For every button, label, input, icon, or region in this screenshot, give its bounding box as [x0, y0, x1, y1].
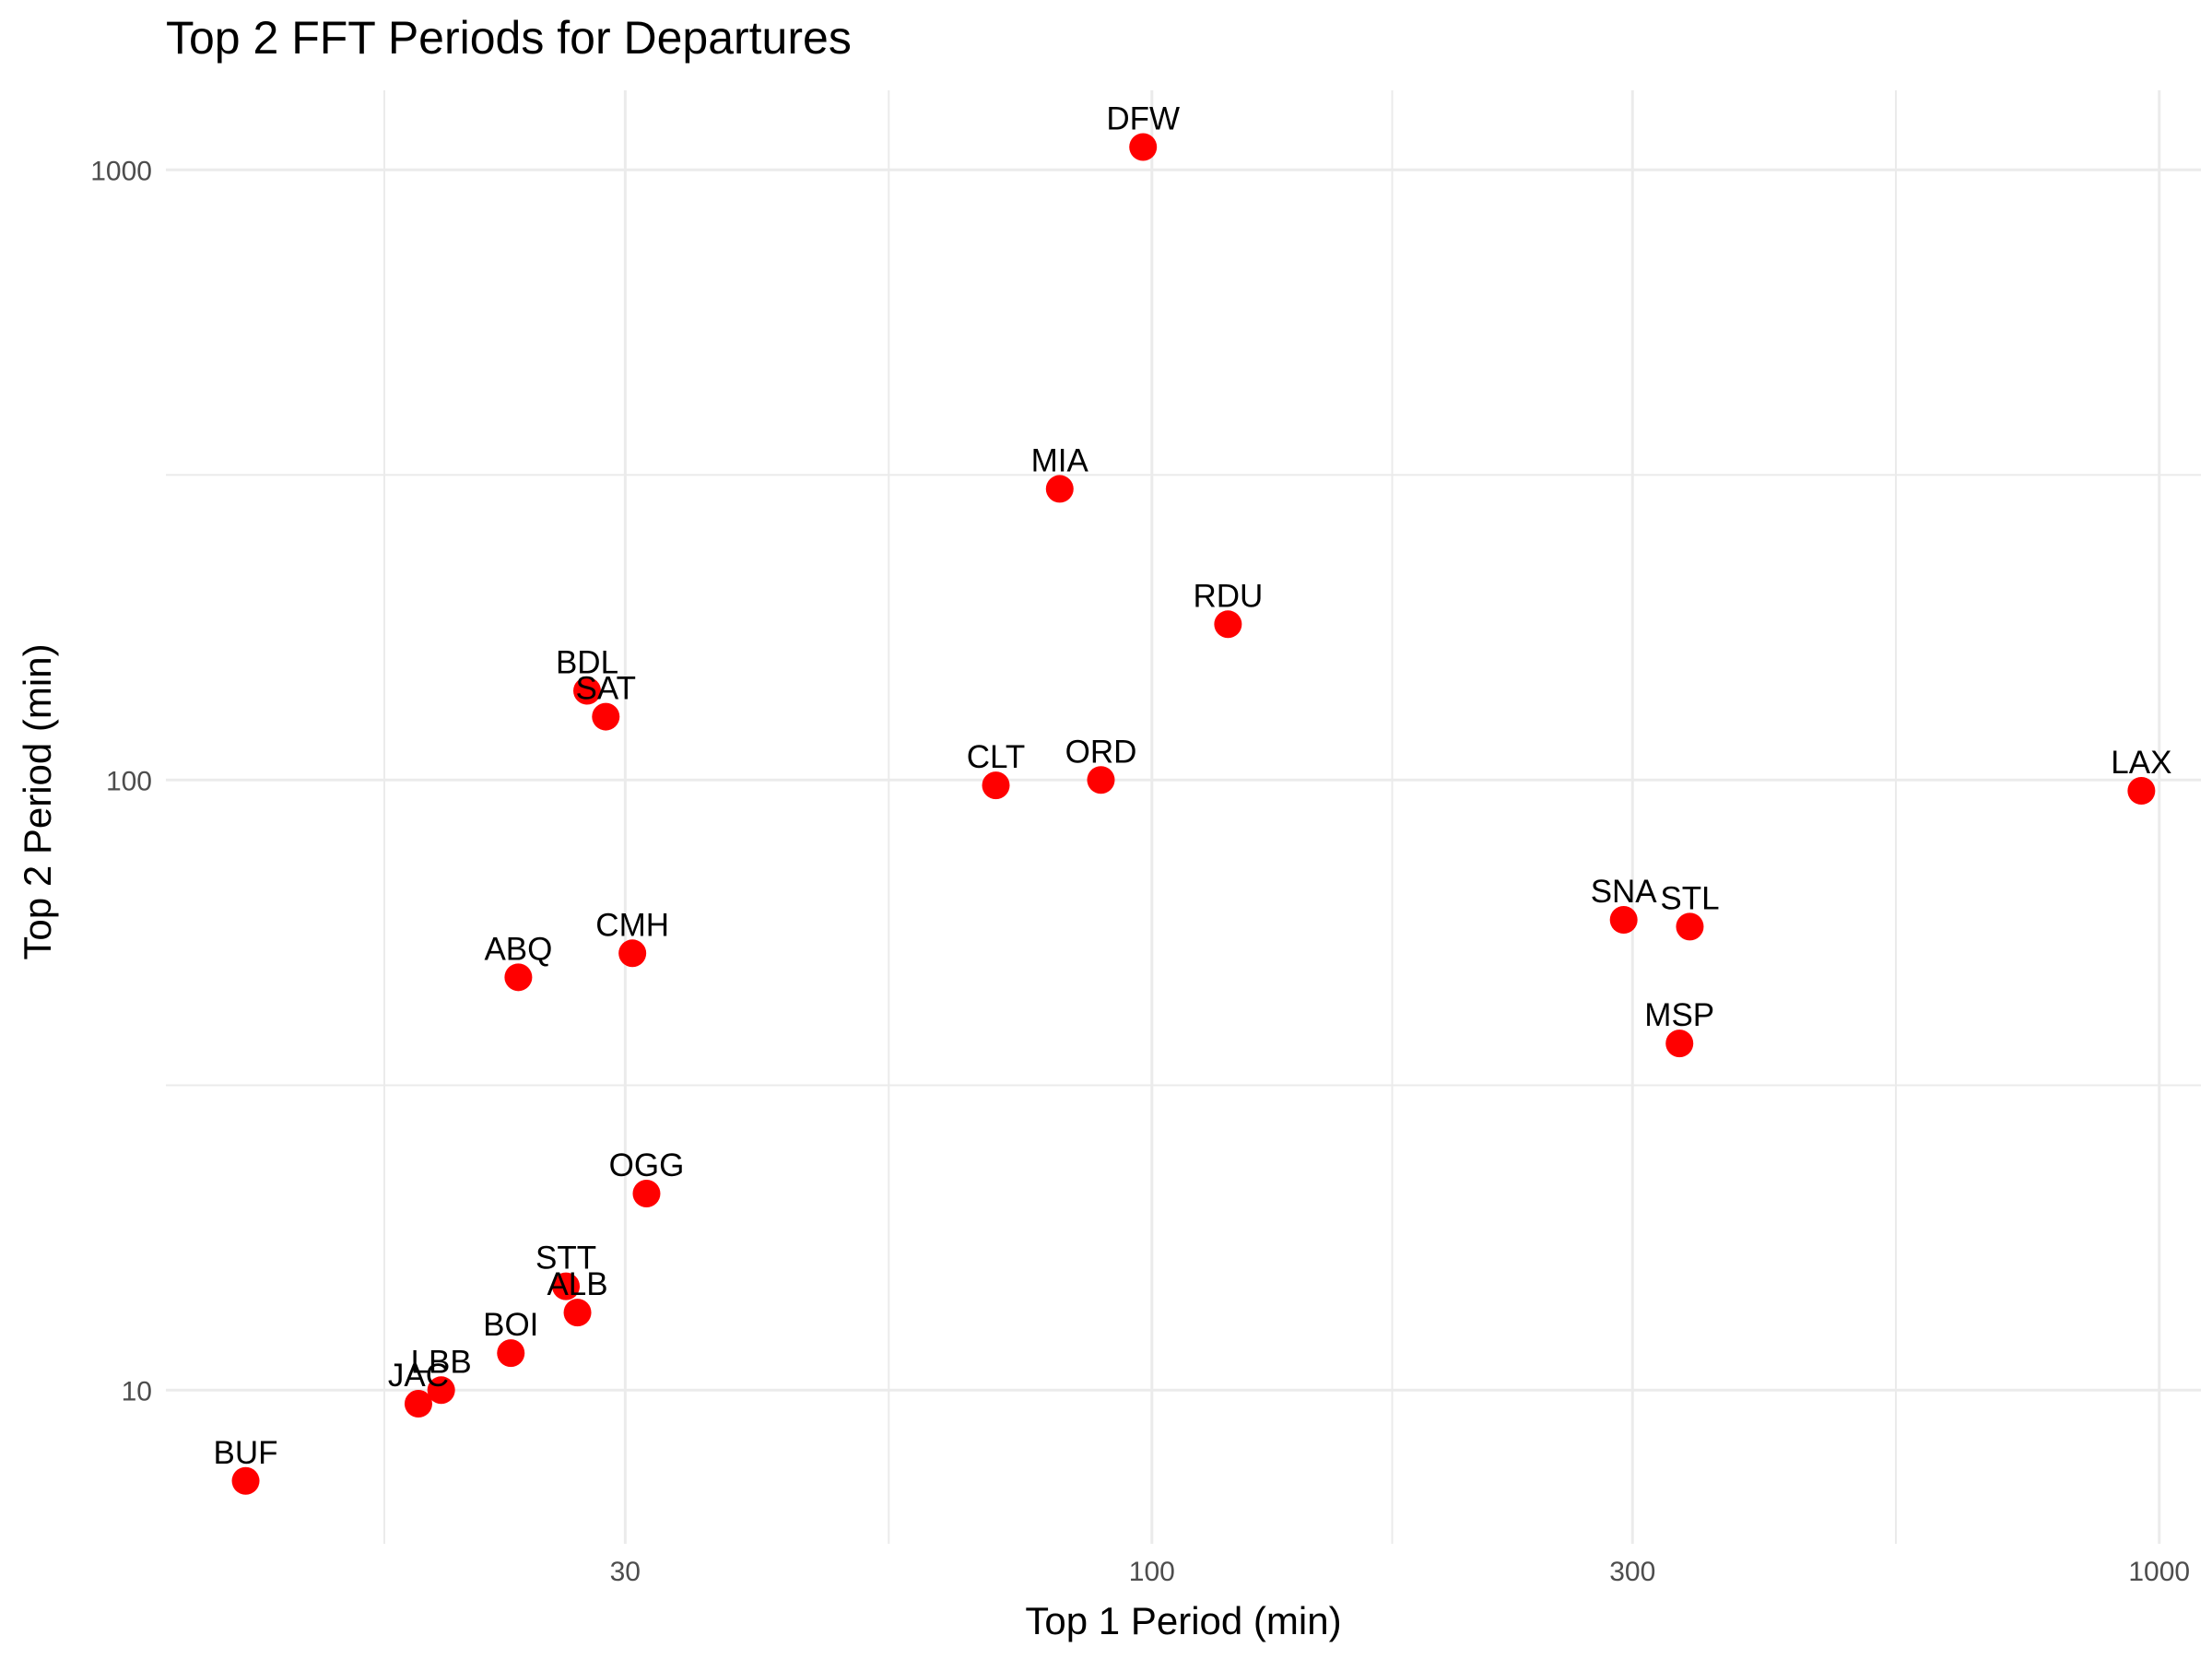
point-label-sat: SAT: [576, 671, 636, 707]
data-point-cmh: [618, 939, 647, 968]
data-point-clt: [982, 771, 1010, 800]
data-point-boi: [497, 1339, 525, 1368]
y-tick-label: 10: [122, 1376, 152, 1406]
data-point-lax: [2127, 777, 2156, 806]
point-label-stl: STL: [1660, 880, 1719, 916]
point-label-boi: BOI: [483, 1307, 538, 1343]
data-point-sat: [592, 702, 620, 731]
data-point-rdu: [1214, 610, 1242, 639]
point-label-clt: CLT: [967, 739, 1026, 775]
data-point-lbb: [427, 1376, 455, 1405]
data-point-buf: [231, 1466, 260, 1495]
data-point-abq: [504, 963, 533, 992]
point-label-ogg: OGG: [609, 1147, 685, 1183]
data-point-ord: [1087, 766, 1115, 794]
data-point-jac: [404, 1390, 432, 1418]
y-axis-title: Top 2 Period (min): [16, 643, 59, 959]
x-tick-label: 300: [1609, 1557, 1655, 1587]
point-label-rdu: RDU: [1193, 578, 1263, 614]
data-point-dfw: [1129, 133, 1158, 161]
point-label-abq: ABQ: [484, 931, 552, 967]
point-label-buf: BUF: [214, 1435, 278, 1471]
point-label-lbb: LBB: [411, 1344, 472, 1380]
point-label-dfw: DFW: [1106, 101, 1180, 137]
data-point-mia: [1045, 475, 1074, 503]
data-point-bdl: [573, 677, 602, 705]
point-label-alb: ALB: [547, 1266, 607, 1302]
x-axis-title: Top 1 Period (min): [1025, 1599, 1341, 1642]
point-label-ord: ORD: [1065, 734, 1137, 770]
point-label-sna: SNA: [1591, 874, 1658, 910]
data-point-alb: [563, 1299, 592, 1327]
y-tick-label: 100: [106, 766, 152, 796]
tick-label-layer: 30 100 300 1000 10 100 1000: [90, 156, 2190, 1587]
data-point-layer: [231, 133, 2156, 1495]
point-label-msp: MSP: [1644, 997, 1714, 1033]
grid-layer: [166, 90, 2201, 1544]
data-point-sna: [1609, 905, 1638, 934]
data-point-ogg: [632, 1179, 661, 1207]
point-label-stt: STT: [535, 1241, 596, 1277]
y-tick-label: 1000: [90, 156, 152, 186]
data-point-msp: [1665, 1030, 1694, 1058]
chart-title: Top 2 FFT Periods for Departures: [166, 12, 852, 64]
data-point-stl: [1676, 912, 1704, 941]
point-label-lax: LAX: [2111, 745, 2171, 781]
x-tick-label: 100: [1129, 1557, 1175, 1587]
point-label-mia: MIA: [1031, 442, 1089, 478]
x-tick-label: 30: [610, 1557, 641, 1587]
point-label-cmh: CMH: [595, 907, 669, 943]
point-label-jac: JAC: [388, 1358, 449, 1394]
data-point-stt: [552, 1272, 581, 1300]
x-tick-label: 1000: [2128, 1557, 2190, 1587]
point-label-bdl: BDL: [556, 645, 618, 681]
